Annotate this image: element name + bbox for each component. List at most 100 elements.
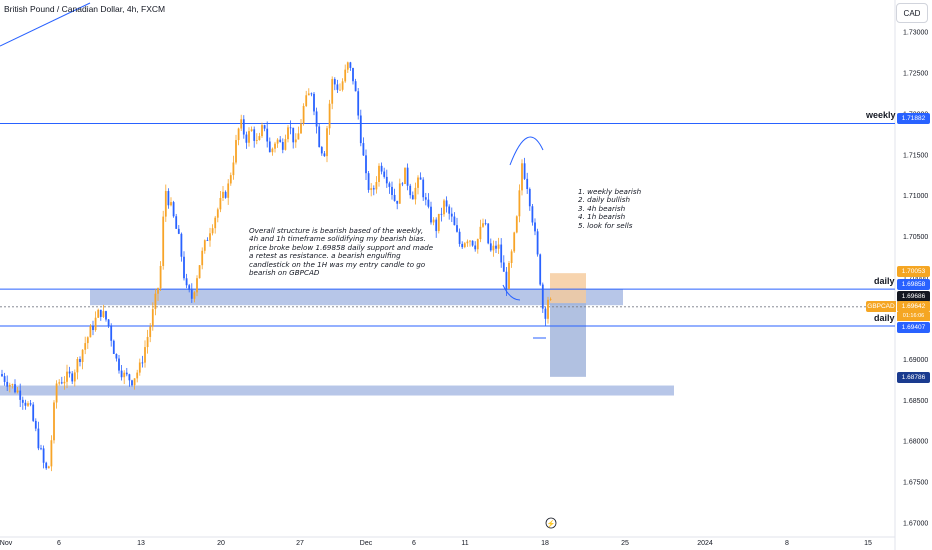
candle-body <box>539 254 542 285</box>
candle-body <box>479 226 482 240</box>
candle-body <box>440 213 443 215</box>
candle-body <box>409 185 412 196</box>
candle-body <box>456 225 458 232</box>
y-tick-label: 1.73000 <box>903 30 928 37</box>
candle-body <box>180 233 183 257</box>
candle-body <box>302 105 305 124</box>
candle-body <box>47 466 50 469</box>
candle-body <box>68 371 71 374</box>
candle-body <box>8 384 11 387</box>
x-tick-label: 18 <box>541 540 549 547</box>
candle-body <box>284 139 287 150</box>
candle-body <box>73 372 76 382</box>
candle-body <box>352 67 354 82</box>
y-tick-label: 1.68000 <box>903 439 928 446</box>
demand-zone <box>0 385 674 396</box>
candle-body <box>469 240 471 242</box>
candle-body <box>237 128 240 141</box>
candle-body <box>401 183 404 185</box>
analysis-note: Overall structure is bearish based of th… <box>249 226 434 278</box>
candle-body <box>118 358 120 371</box>
candle-body <box>81 349 84 363</box>
candle-body <box>198 265 201 279</box>
candle-body <box>185 278 188 286</box>
candle-body <box>102 311 105 317</box>
candle-body <box>3 376 6 382</box>
candle-body <box>276 139 279 144</box>
candle-body <box>242 119 245 135</box>
candle-body <box>14 384 16 393</box>
bar-timer-badge: 01:16:06 <box>897 312 930 321</box>
candle-body <box>216 209 219 218</box>
candle-body <box>6 381 9 387</box>
candle-body <box>71 373 74 382</box>
candle-body <box>24 402 27 406</box>
candle-body <box>146 336 149 348</box>
candle-body <box>84 343 87 350</box>
candle-body <box>341 81 344 90</box>
candle-body <box>320 147 323 154</box>
candle-body <box>248 131 250 143</box>
candle-body <box>378 165 380 182</box>
x-tick-label: 25 <box>621 540 629 547</box>
candle-body <box>534 222 536 232</box>
candle-body <box>437 213 440 232</box>
candle-body <box>120 370 123 378</box>
candle-body <box>427 199 430 207</box>
candle-body <box>274 143 276 149</box>
candle-body <box>432 219 435 223</box>
candle-body <box>40 448 42 450</box>
candle-body <box>445 200 448 207</box>
candle-body <box>474 245 477 250</box>
candle-body <box>370 188 373 190</box>
candle-body <box>375 181 378 190</box>
plot-background <box>0 0 895 536</box>
candle-body <box>37 428 40 449</box>
candle-body <box>45 462 48 469</box>
stop-price-badge: 1.68786 <box>897 372 930 383</box>
candle-body <box>1 374 3 377</box>
candle-body <box>136 372 139 379</box>
candle-body <box>453 216 456 226</box>
candle-body <box>115 353 118 359</box>
candle-body <box>515 216 518 233</box>
y-tick-label: 1.71500 <box>903 152 928 159</box>
candle-body <box>211 228 214 234</box>
candle-body <box>279 139 282 143</box>
candle-body <box>328 103 331 129</box>
candle-body <box>19 390 22 400</box>
candle-body <box>266 128 269 142</box>
candle-body <box>89 325 92 338</box>
currency-selector[interactable]: CAD <box>896 3 928 23</box>
x-tick-label: 2024 <box>697 540 713 547</box>
candle-body <box>385 176 388 184</box>
weekly-level-label: weekly <box>866 110 896 120</box>
candle-body <box>318 126 321 148</box>
candle-body <box>157 288 159 294</box>
candle-body <box>372 188 375 190</box>
candle-body <box>177 228 180 234</box>
candle-body <box>66 371 68 382</box>
candle-body <box>201 250 204 266</box>
candle-body <box>487 223 490 244</box>
y-tick-label: 1.72500 <box>903 70 928 77</box>
candle-body <box>359 115 362 144</box>
candle-body <box>203 240 206 251</box>
candle-body <box>229 175 232 184</box>
candle-body <box>245 134 248 143</box>
candle-body <box>92 325 94 331</box>
candle-body <box>323 153 326 157</box>
risk-zone <box>550 273 586 304</box>
candle-body <box>333 79 336 85</box>
candle-body <box>458 231 461 244</box>
candle-body <box>258 136 261 140</box>
x-tick-label: 15 <box>864 540 872 547</box>
candle-body <box>271 148 274 153</box>
y-tick-label: 1.70500 <box>903 234 928 241</box>
x-tick-label: Dec <box>360 540 373 547</box>
current-price-badge: 1.69642 <box>897 301 930 312</box>
candle-body <box>463 243 466 248</box>
candle-body <box>505 271 508 289</box>
